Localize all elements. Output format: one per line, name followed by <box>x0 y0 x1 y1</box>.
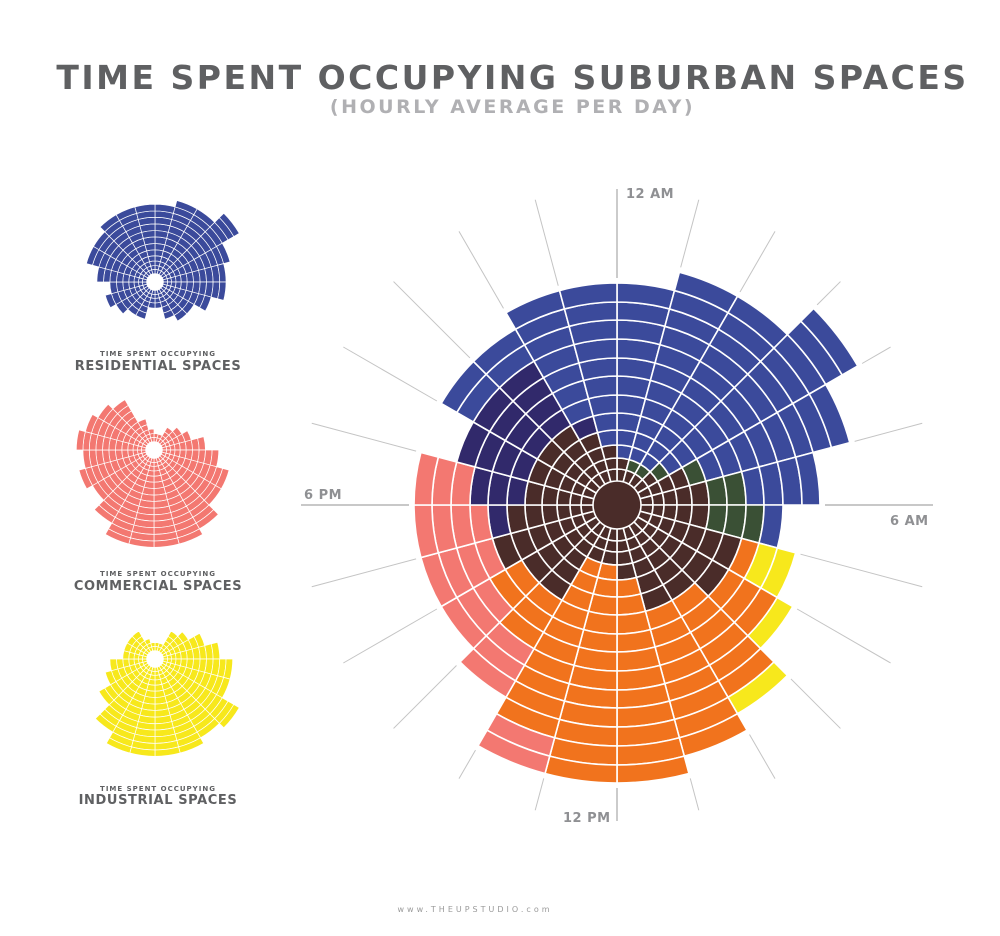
hour-guide-lines <box>301 189 933 821</box>
guide-line-8 <box>796 608 891 664</box>
small-multiples <box>75 200 240 757</box>
small-cell-residential-h9-r7 <box>173 308 188 322</box>
small-cell-commercial-h23-r3 <box>148 428 155 435</box>
small-cell-residential-h11-r4 <box>154 301 163 309</box>
guide-line-11 <box>689 778 700 811</box>
guide-line-5 <box>854 422 923 442</box>
legend-caption-industrial: TIME SPENT OCCUPYING <box>100 785 216 793</box>
cell-commercial-h18-r11 <box>413 451 440 506</box>
legend-label-commercial: COMMERCIAL SPACES <box>73 579 243 594</box>
cell-residential-h3-r15 <box>799 307 859 377</box>
cell-residential-h4-r13 <box>808 383 851 449</box>
guide-line-3 <box>816 281 841 306</box>
legend-label-residential: RESIDENTIAL SPACES <box>74 359 242 374</box>
small-cell-industrial-h8-r15 <box>218 704 240 729</box>
hour-label-6am: 6 AM <box>890 514 929 529</box>
legend-label-industrial: INDUSTRIAL SPACES <box>78 793 238 808</box>
small-cell-industrial-h22-r3 <box>144 638 152 646</box>
guide-line-19 <box>311 422 417 452</box>
small-cell-industrial-h17-r7 <box>109 658 119 672</box>
small-chart-residential <box>85 200 240 322</box>
small-cell-commercial-h16-r12 <box>78 467 93 490</box>
small-cell-industrial-h16-r8 <box>104 670 117 686</box>
small-cell-commercial-h18-r12 <box>75 429 86 451</box>
small-cell-industrial-h15-r10 <box>98 687 115 706</box>
guide-line-21 <box>393 281 471 359</box>
cell-commercial-h13-r15 <box>476 729 551 775</box>
chart-title: TIME SPENT OCCUPYING SUBURBAN SPACES <box>56 58 969 97</box>
small-cell-commercial-h20-r10 <box>97 403 114 422</box>
small-chart-industrial <box>94 630 240 757</box>
cell-residential-h5-r11 <box>794 451 821 506</box>
small-cell-industrial-h23-r2 <box>150 642 156 648</box>
small-cell-commercial-h22-r5 <box>137 418 148 428</box>
center-circle <box>593 481 641 529</box>
guide-line-2 <box>739 231 776 293</box>
small-cell-residential-h7-r9 <box>199 294 212 312</box>
guide-line-7 <box>800 553 923 588</box>
legend-caption-residential: TIME SPENT OCCUPYING <box>100 350 216 358</box>
small-cell-residential-h6-r11 <box>217 281 227 301</box>
main-polar-chart <box>413 271 859 784</box>
chart-subtitle: (HOURLY AVERAGE PER DAY) <box>329 96 696 118</box>
guide-line-14 <box>458 749 476 779</box>
legend-caption-commercial: TIME SPENT OCCUPYING <box>100 570 216 578</box>
guide-line-10 <box>749 734 776 779</box>
small-cell-residential-h23-r12 <box>134 203 156 214</box>
small-cell-industrial-h21-r5 <box>131 630 143 641</box>
small-cell-commercial-h14-r13 <box>93 504 116 524</box>
small-cell-residential-h10-r6 <box>162 309 175 320</box>
small-cell-commercial-h13-r15 <box>104 528 131 545</box>
guide-line-1 <box>680 199 700 268</box>
small-cell-industrial-h13-r15 <box>105 737 132 754</box>
guide-line-17 <box>311 558 417 588</box>
guide-line-15 <box>393 665 457 729</box>
small-cell-residential-h3-r15 <box>218 212 240 237</box>
guide-line-23 <box>534 199 559 286</box>
guide-line-20 <box>343 346 438 402</box>
guide-line-4 <box>861 346 891 364</box>
small-cell-residential-h17-r7 <box>109 281 119 295</box>
guide-line-9 <box>790 678 841 729</box>
footer-url: www.THEUPSTUDIO.com <box>397 905 553 914</box>
cell-residential-h23-r12 <box>558 282 618 310</box>
small-cell-residential-h4-r12 <box>216 242 231 265</box>
small-cell-commercial-h5-r8 <box>197 436 206 451</box>
cell-commercial-h14-r12 <box>458 647 517 699</box>
small-cell-commercial-h21-r9 <box>112 399 129 415</box>
small-chart-commercial <box>75 399 230 548</box>
small-cell-residential-h16-r8 <box>104 293 117 309</box>
guide-line-16 <box>343 608 438 664</box>
guide-line-13 <box>534 778 545 811</box>
hour-label-6pm: 6 PM <box>304 488 342 503</box>
small-cell-commercial-h19-r11 <box>84 413 99 434</box>
hour-label-12pm: 12 PM <box>563 811 611 826</box>
hour-label-12am: 12 AM <box>626 187 674 202</box>
small-cell-industrial-h14-r13 <box>94 713 117 733</box>
guide-line-22 <box>458 231 504 309</box>
